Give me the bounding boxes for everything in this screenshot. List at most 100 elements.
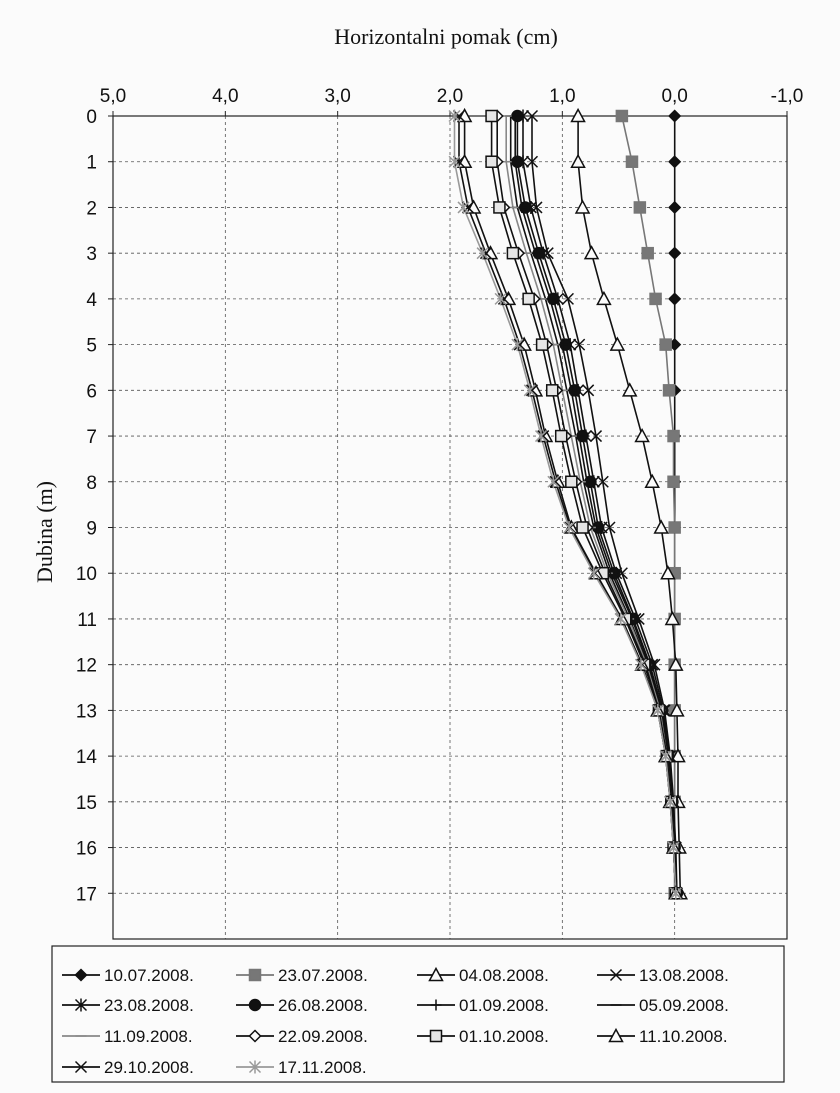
- data-point: [667, 841, 680, 855]
- data-point: [668, 292, 682, 306]
- legend-label: 26.08.2008.: [278, 996, 368, 1015]
- data-point: [669, 886, 682, 900]
- data-point: [662, 384, 676, 397]
- x-axis-title: Horizontalni pomak (cm): [334, 24, 558, 49]
- y-tick-label: 8: [86, 473, 97, 494]
- data-point: [668, 200, 682, 215]
- data-point: [649, 292, 662, 306]
- data-point: [74, 998, 88, 1012]
- data-point: [664, 610, 681, 626]
- legend-label: 01.10.2008.: [459, 1027, 549, 1046]
- series-line: [453, 116, 677, 894]
- data-point: [667, 475, 680, 489]
- data-point: [614, 612, 627, 626]
- x-tick-label: -1,0: [771, 86, 804, 107]
- x-axis-ticks: 5,0 4,0 3,0 2,0 1,0 0,0 -1,0: [100, 86, 804, 116]
- data-point: [659, 749, 672, 763]
- data-point: [448, 155, 461, 169]
- data-point: [615, 109, 629, 123]
- data-point: [596, 475, 609, 488]
- legend: 10.07.2008. 23.07.2008. 04.08.2008. 13.08.2…: [51, 945, 785, 1083]
- y-tick-label: 10: [76, 564, 97, 585]
- y-tick-label: 5: [86, 336, 97, 357]
- data-point: [74, 1060, 88, 1074]
- data-point: [248, 1060, 262, 1074]
- data-point: [452, 109, 466, 123]
- data-point: [485, 109, 498, 123]
- legend-label: 11.10.2008.: [639, 1027, 728, 1046]
- data-point: [506, 246, 520, 260]
- data-point: [664, 795, 677, 809]
- data-point: [476, 246, 489, 260]
- data-point: [633, 201, 647, 214]
- y-tick-label: 16: [76, 839, 97, 860]
- data-point: [659, 338, 672, 351]
- data-point: [668, 521, 681, 534]
- legend-label: 23.08.2008.: [104, 996, 194, 1015]
- data-point: [668, 656, 684, 671]
- legend-box: [51, 945, 785, 1083]
- series-line: [490, 116, 677, 894]
- grid: [113, 116, 787, 939]
- y-tick-label: 11: [77, 610, 97, 631]
- data-point: [485, 155, 498, 168]
- data-point: [641, 246, 654, 260]
- y-tick-label: 14: [76, 747, 98, 768]
- y-tick-label: 13: [76, 701, 97, 722]
- data-point: [574, 199, 591, 214]
- x-tick-label: 0,0: [661, 86, 687, 107]
- data-point: [644, 473, 660, 489]
- data-point: [537, 430, 550, 443]
- y-axis-title: Dubina (m): [32, 481, 57, 583]
- y-tick-label: 4: [86, 290, 97, 311]
- data-point: [670, 748, 686, 763]
- series-line: [531, 116, 678, 894]
- series-lines: [453, 115, 682, 894]
- data-point: [525, 109, 539, 123]
- data-point: [554, 429, 568, 443]
- data-point: [667, 429, 680, 443]
- y-tick-label: 3: [86, 244, 97, 265]
- data-point: [608, 1027, 624, 1043]
- legend-label: 29.10.2008.: [104, 1058, 194, 1077]
- data-point: [248, 968, 262, 982]
- data-point: [74, 968, 88, 982]
- series-markers: [448, 107, 689, 900]
- data-point: [668, 246, 682, 260]
- series-line: [522, 116, 678, 894]
- data-point: [428, 966, 444, 982]
- data-point: [511, 338, 524, 352]
- data-point: [668, 155, 682, 169]
- data-point: [561, 292, 574, 305]
- data-point: [669, 702, 685, 717]
- series-line: [577, 116, 682, 894]
- data-point: [565, 475, 578, 489]
- data-point: [582, 384, 595, 397]
- x-tick-label: 1,0: [549, 86, 575, 107]
- legend-label: 04.08.2008.: [459, 966, 549, 985]
- data-point: [573, 338, 586, 351]
- data-point: [576, 521, 589, 534]
- data-point: [461, 201, 475, 214]
- data-point: [535, 338, 549, 351]
- data-point: [494, 292, 507, 306]
- data-point: [429, 1029, 443, 1043]
- data-point: [248, 998, 262, 1012]
- x-tick-label: 2,0: [437, 86, 463, 107]
- legend-label: 13.08.2008.: [639, 966, 729, 985]
- data-point: [563, 521, 576, 534]
- data-point: [609, 336, 626, 351]
- legend-label: 22.09.2008.: [278, 1027, 368, 1046]
- y-tick-label: 17: [76, 884, 97, 905]
- legend-label: 01.09.2008.: [459, 996, 549, 1015]
- data-point: [583, 245, 600, 260]
- data-point: [430, 999, 442, 1011]
- data-point: [523, 383, 536, 397]
- data-point: [609, 968, 623, 982]
- data-point: [651, 703, 664, 717]
- data-point: [452, 155, 466, 168]
- data-point: [625, 155, 639, 168]
- series-line: [621, 115, 676, 894]
